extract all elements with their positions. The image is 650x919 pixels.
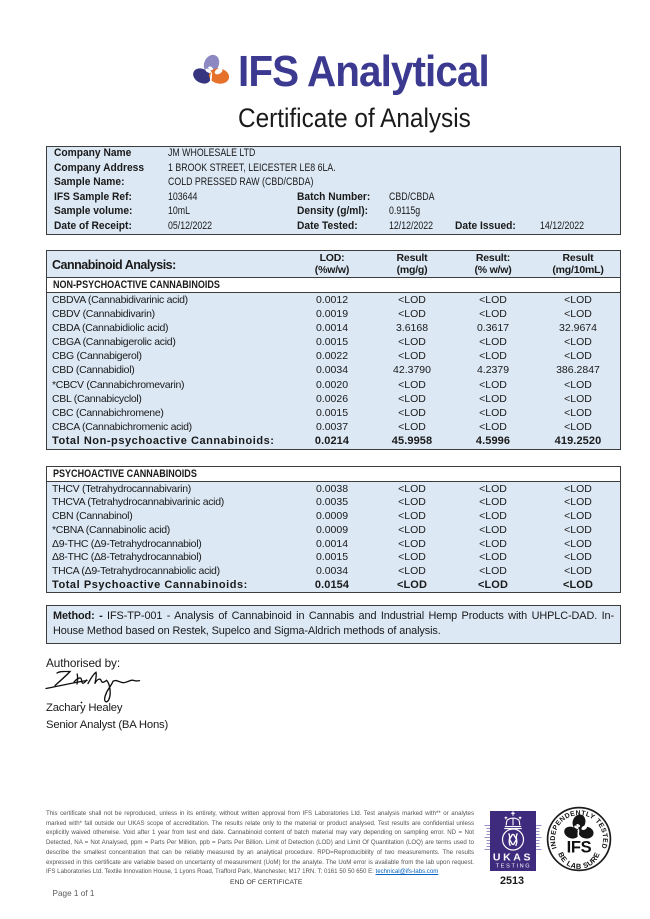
svg-text:UKAS: UKAS: [493, 852, 533, 864]
svg-text:IFS: IFS: [567, 839, 592, 857]
svg-text:TESTING: TESTING: [496, 864, 531, 870]
